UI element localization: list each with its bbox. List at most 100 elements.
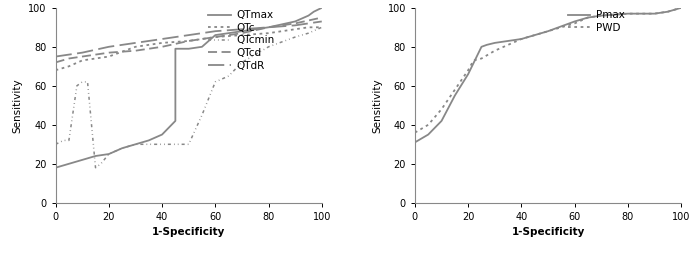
QTcd xyxy=(78,55,86,58)
QTc xyxy=(211,35,220,38)
QTdR xyxy=(65,53,73,56)
Pmax xyxy=(464,73,473,76)
QTcd xyxy=(131,49,140,52)
PWD xyxy=(664,10,672,13)
QTdR xyxy=(158,37,166,41)
Y-axis label: Sensitivity: Sensitivity xyxy=(372,78,382,133)
QTdR xyxy=(291,24,300,27)
PWD xyxy=(424,123,432,126)
QTcmin xyxy=(318,26,326,29)
Pmax xyxy=(477,45,486,48)
QTc xyxy=(105,55,113,58)
QTc xyxy=(65,65,73,68)
QTcd xyxy=(211,35,220,38)
Line: QTdR: QTdR xyxy=(56,22,322,57)
X-axis label: 1-Specificity: 1-Specificity xyxy=(152,228,225,237)
Pmax xyxy=(491,41,499,44)
QTdR xyxy=(264,26,272,29)
QTmax xyxy=(78,158,86,161)
QTmax xyxy=(171,119,179,122)
Y-axis label: Sensitivity: Sensitivity xyxy=(13,78,23,133)
QTcmin xyxy=(73,84,81,87)
QTdR xyxy=(131,41,140,44)
PWD xyxy=(450,88,459,91)
QTcd xyxy=(318,16,326,19)
QTcmin xyxy=(224,74,233,77)
PWD xyxy=(491,49,499,52)
Pmax xyxy=(677,6,685,9)
Line: QTcd: QTcd xyxy=(56,18,322,62)
QTc xyxy=(78,59,86,62)
Pmax xyxy=(584,16,592,19)
Pmax xyxy=(450,94,459,97)
Pmax xyxy=(482,43,491,46)
QTmax xyxy=(51,166,60,169)
QTdR xyxy=(318,20,326,23)
Line: Pmax: Pmax xyxy=(415,8,681,142)
QTcmin xyxy=(264,45,272,48)
QTcmin xyxy=(59,139,67,142)
QTcd xyxy=(51,61,60,64)
PWD xyxy=(544,30,553,33)
Pmax xyxy=(544,30,553,33)
QTc xyxy=(304,26,313,29)
QTmax xyxy=(171,47,179,50)
QTcmin xyxy=(304,31,313,35)
QTmax xyxy=(198,45,206,48)
QTcd xyxy=(105,51,113,54)
QTmax xyxy=(238,30,246,33)
QTcmin xyxy=(131,143,140,146)
QTmax xyxy=(158,133,166,136)
QTcmin xyxy=(291,35,300,38)
QTcmin xyxy=(105,152,113,155)
QTc xyxy=(291,28,300,31)
Pmax xyxy=(517,37,525,41)
QTdR xyxy=(211,30,220,33)
Pmax xyxy=(437,119,445,122)
PWD xyxy=(584,16,592,19)
QTc xyxy=(158,41,166,44)
Line: PWD: PWD xyxy=(415,8,681,133)
QTc xyxy=(51,69,60,72)
QTmax xyxy=(304,14,313,17)
PWD xyxy=(651,12,659,15)
QTdR xyxy=(238,28,246,31)
QTmax xyxy=(309,10,318,13)
QTcmin xyxy=(91,166,99,169)
QTmax xyxy=(105,152,113,155)
QTmax xyxy=(145,139,153,142)
QTmax xyxy=(91,154,99,158)
PWD xyxy=(464,69,473,72)
QTcmin xyxy=(198,113,206,116)
QTcmin xyxy=(145,143,153,146)
QTmax xyxy=(65,162,73,165)
QTc xyxy=(238,34,246,37)
QTcmin xyxy=(97,162,105,165)
Pmax xyxy=(411,141,419,144)
QTc xyxy=(131,45,140,48)
PWD xyxy=(437,108,445,111)
QTcmin xyxy=(238,61,246,64)
QTcmin xyxy=(78,80,86,83)
QTcmin xyxy=(65,139,73,142)
PWD xyxy=(677,6,685,9)
QTc xyxy=(264,31,272,35)
QTcd xyxy=(291,22,300,25)
QTcmin xyxy=(211,80,220,83)
Pmax xyxy=(664,10,672,13)
QTmax xyxy=(131,143,140,146)
PWD xyxy=(411,131,419,134)
PWD xyxy=(597,14,605,17)
QTcmin xyxy=(171,143,179,146)
QTcd xyxy=(238,31,246,35)
QTcd xyxy=(264,26,272,29)
Pmax xyxy=(651,12,659,15)
QTmax xyxy=(264,26,272,29)
Pmax xyxy=(623,12,632,15)
QTcmin xyxy=(184,143,193,146)
Legend: Pmax, PWD: Pmax, PWD xyxy=(566,9,626,34)
QTcmin xyxy=(118,147,126,150)
QTdR xyxy=(51,55,60,58)
QTcmin xyxy=(158,143,166,146)
QTcmin xyxy=(51,143,60,146)
